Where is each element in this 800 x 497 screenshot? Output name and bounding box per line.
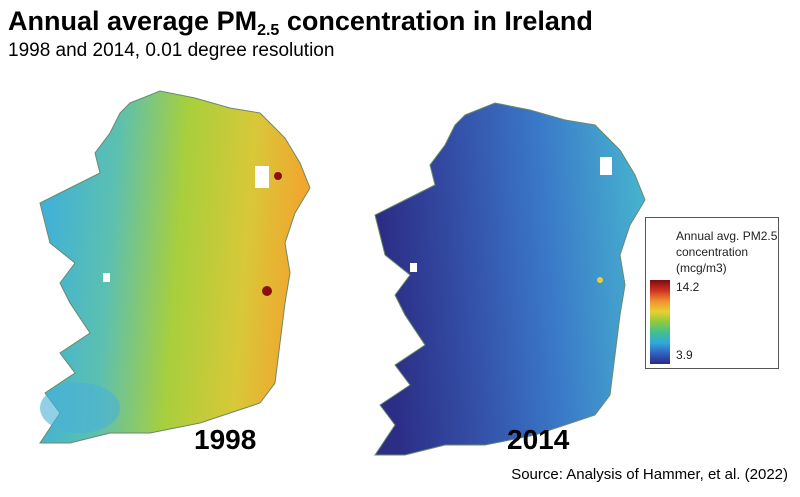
no-data-area xyxy=(255,166,269,188)
hotspot-dublin xyxy=(597,277,603,283)
hotspot-dublin xyxy=(262,286,272,296)
page-title: Annual average PM2.5 concentration in Ir… xyxy=(8,6,593,39)
subtitle: 1998 and 2014, 0.01 degree resolution xyxy=(8,40,335,61)
legend: Annual avg. PM2.5 concentration (mcg/m3) 1… xyxy=(645,217,779,369)
legend-title: Annual avg. PM2.5 concentration (mcg/m3) xyxy=(676,229,778,275)
map-2014 xyxy=(374,102,646,456)
year-label-1998: 1998 xyxy=(194,424,257,455)
map-1998 xyxy=(39,90,311,444)
hotspot-belfast xyxy=(274,172,282,180)
colorbar xyxy=(650,280,670,364)
no-data-area xyxy=(103,273,110,282)
no-data-area xyxy=(600,157,612,175)
no-data-area xyxy=(410,263,417,272)
colorbar-max-label: 14.2 xyxy=(676,280,700,294)
colorbar-min-label: 3.9 xyxy=(676,348,693,362)
source-note: Source: Analysis of Hammer, et al. (2022… xyxy=(511,466,788,483)
year-label-2014: 2014 xyxy=(507,424,570,455)
